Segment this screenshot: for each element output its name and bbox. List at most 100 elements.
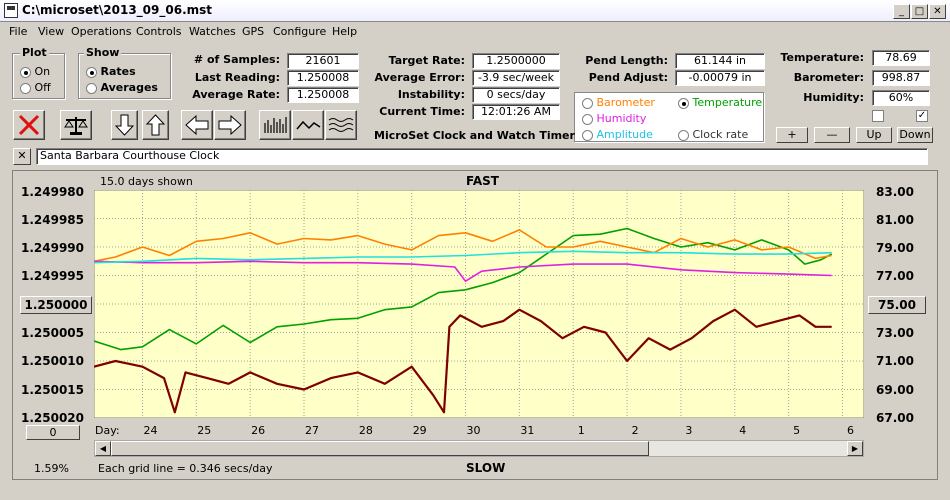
scroll-thumb[interactable]: [111, 441, 649, 456]
y-left-tick: 1.250005: [20, 326, 84, 340]
y-left-tick: 1.249990: [20, 241, 84, 255]
plot-on-option[interactable]: On: [20, 65, 50, 78]
sensor-amplitude-option[interactable]: Amplitude: [582, 128, 653, 141]
balance-scale-icon: [64, 117, 88, 135]
show-averages-option[interactable]: Averages: [86, 81, 158, 94]
plot-off-option[interactable]: Off: [20, 81, 51, 94]
menu-gps[interactable]: GPS: [242, 25, 265, 38]
menu-file[interactable]: File: [9, 25, 28, 38]
balance-button[interactable]: [60, 110, 92, 140]
menu-watches[interactable]: Watches: [189, 25, 236, 38]
sensor-clockrate-radio[interactable]: [678, 129, 689, 141]
menu-controls[interactable]: Controls: [136, 25, 182, 38]
series-group: [94, 227, 833, 414]
arrow-right-button[interactable]: [214, 110, 246, 140]
last-reading-label: Last Reading:: [194, 71, 280, 84]
plot-off-radio[interactable]: [20, 82, 31, 94]
x-tick-label: 5: [793, 424, 801, 437]
target-rate-field[interactable]: 1.2500000: [472, 53, 560, 69]
bars-view-button[interactable]: [259, 110, 291, 140]
horizontal-scrollbar[interactable]: ◀ ▶: [94, 440, 864, 457]
menu-bar: File View Operations Controls Watches GP…: [0, 22, 950, 42]
arrow-down-button[interactable]: [111, 110, 138, 140]
y-left-tick: 1.250015: [20, 383, 84, 397]
sensor-barometer-radio[interactable]: [582, 97, 593, 109]
watch-name-field[interactable]: Santa Barbara Courthouse Clock: [36, 148, 928, 165]
checkbox-left[interactable]: [872, 110, 884, 122]
y-left-tick: 1.249995: [20, 269, 84, 283]
x-tick-label: 3: [685, 424, 693, 437]
x-tick-label: 31: [520, 424, 535, 437]
scale-down-button[interactable]: Down: [897, 127, 933, 143]
app-icon[interactable]: [4, 3, 18, 18]
menu-operations[interactable]: Operations: [71, 25, 132, 38]
y-right-tick: 67.00: [876, 411, 914, 425]
target-rate-label: Target Rate:: [388, 54, 465, 67]
percent-label: 1.59%: [34, 462, 69, 475]
x-tick-label: 27: [305, 424, 319, 437]
pend-length-label: Pend Length:: [585, 54, 668, 67]
minimize-button[interactable]: _: [893, 4, 910, 19]
menu-configure[interactable]: Configure: [273, 25, 327, 38]
instability-field: 0 secs/day: [472, 87, 560, 103]
scale-minus-button[interactable]: —: [814, 127, 850, 143]
arrow-left-icon: [185, 114, 209, 136]
sensor-clockrate-label: Clock rate: [692, 128, 749, 141]
menu-help[interactable]: Help: [332, 25, 358, 38]
series-amplitude: [94, 250, 832, 264]
show-averages-label: Averages: [100, 81, 158, 94]
instability-label: Instability:: [397, 88, 465, 101]
stop-button[interactable]: [13, 110, 45, 140]
zero-button[interactable]: 0: [26, 425, 80, 440]
sensor-barometer-option[interactable]: Barometer: [582, 96, 655, 109]
show-rates-option[interactable]: Rates: [86, 65, 136, 78]
average-rate-field: 1.250008: [287, 87, 359, 103]
sensor-temperature-option[interactable]: Temperature: [678, 96, 762, 109]
pend-length-field[interactable]: 61.144 in: [675, 53, 765, 69]
grid-note: Each grid line = 0.346 secs/day: [98, 462, 273, 475]
menu-view[interactable]: View: [38, 25, 65, 38]
right-offset-button[interactable]: 75.00: [868, 296, 926, 314]
sensor-temperature-radio[interactable]: [678, 97, 689, 109]
x-tick-label: 1: [577, 424, 585, 437]
x-tick-label: 24: [143, 424, 158, 437]
scale-plus-button[interactable]: +: [776, 127, 808, 143]
maximize-button[interactable]: □: [911, 4, 928, 19]
slow-label: SLOW: [466, 461, 506, 475]
fast-label: FAST: [466, 174, 499, 188]
y-right-tick: 77.00: [876, 269, 914, 283]
multi-line-icon: [328, 118, 354, 132]
y-right-tick: 79.00: [876, 241, 914, 255]
show-averages-radio[interactable]: [86, 82, 97, 94]
current-time-field: 12:01:26 AM: [472, 104, 560, 120]
left-offset-button[interactable]: 1.250000: [20, 296, 92, 314]
show-rates-radio[interactable]: [86, 66, 97, 78]
checkbox-right[interactable]: ✓: [916, 110, 928, 122]
series-temperature: [94, 227, 833, 351]
series-barometer: [94, 229, 832, 263]
scroll-right-button[interactable]: ▶: [847, 441, 863, 456]
sensor-temperature-label: Temperature: [692, 96, 763, 109]
y-right-tick: 71.00: [876, 354, 914, 368]
average-error-field: -3.9 sec/week: [472, 70, 560, 86]
sensor-humidity-radio[interactable]: [582, 113, 593, 125]
close-window-button[interactable]: ✕: [929, 4, 946, 19]
arrow-up-button[interactable]: [142, 110, 169, 140]
plot-on-radio[interactable]: [20, 66, 31, 78]
plot-on-label: On: [34, 65, 51, 78]
x-tick-label: 28: [358, 424, 373, 437]
clear-watch-button[interactable]: ✕: [13, 148, 31, 165]
title-bar: C:\microset\2013_09_06.mst _ □ ✕: [0, 0, 950, 22]
scroll-left-button[interactable]: ◀: [95, 441, 111, 456]
scale-up-button[interactable]: Up: [856, 127, 892, 143]
multi-line-view-button[interactable]: [325, 110, 357, 140]
plot-group-label: Plot: [20, 46, 49, 59]
sensor-amplitude-radio[interactable]: [582, 129, 593, 141]
line-view-button[interactable]: [292, 110, 324, 140]
x-tick-label: 29: [412, 424, 427, 437]
sensor-clockrate-option[interactable]: Clock rate: [678, 128, 748, 141]
arrow-left-button[interactable]: [181, 110, 213, 140]
sensor-humidity-option[interactable]: Humidity: [582, 112, 646, 125]
temperature-label: Temperature:: [780, 51, 864, 64]
average-error-label: Average Error:: [374, 71, 465, 84]
